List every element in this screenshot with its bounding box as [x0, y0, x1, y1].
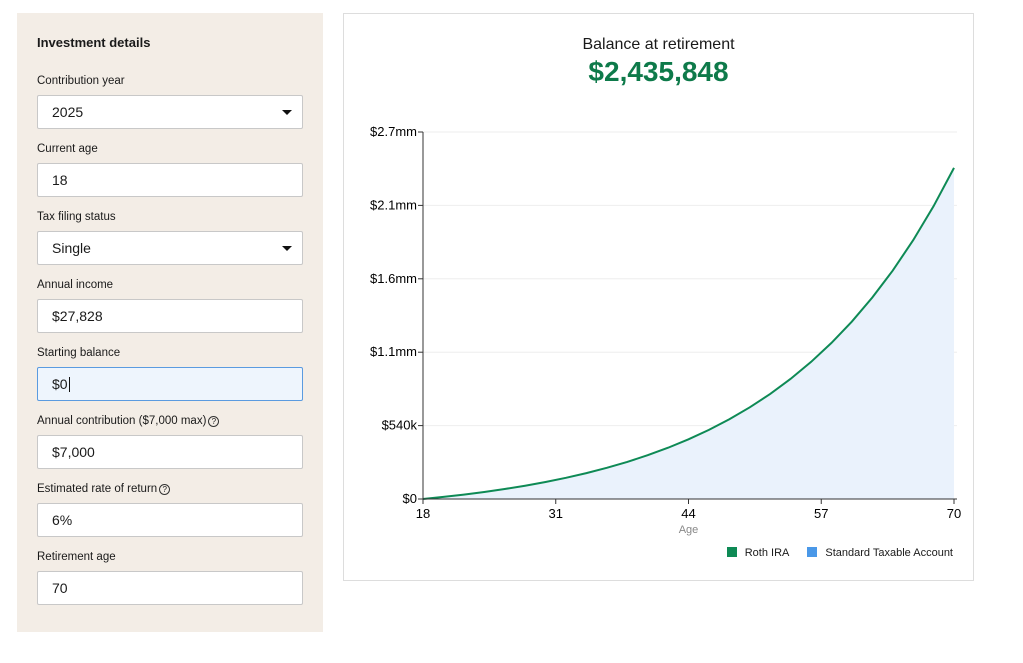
field-label: Estimated rate of return?: [37, 483, 303, 496]
panel-heading: Investment details: [37, 35, 151, 50]
chart-card: Balance at retirement $2,435,848 $0 $540k…: [343, 13, 974, 581]
text-input[interactable]: 6%: [37, 503, 303, 537]
field-label: Retirement age: [37, 551, 116, 563]
field-label: Annual contribution ($7,000 max)?: [37, 415, 303, 428]
help-icon[interactable]: ?: [159, 484, 171, 495]
y-tick-label: $2.1mm: [370, 197, 417, 212]
field-value: 2025: [52, 104, 84, 120]
x-tick-label: 57: [814, 506, 828, 521]
legend-roth-ira[interactable]: Roth IRA: [726, 547, 790, 559]
legend-swatch: [726, 547, 737, 557]
legend-label: Standard Taxable Account: [825, 547, 953, 559]
field-annual-income: Annual income $27,828: [37, 279, 303, 333]
balance-chart: $0 $540k $1.1mm $1.6mm $2.1mm $2.7mm 18 31 44 57 7…: [370, 124, 961, 536]
y-tick-label: $540k: [382, 418, 418, 433]
x-tick-label: 31: [549, 506, 563, 521]
field-label: Annual income: [37, 279, 114, 291]
x-tick-label: 44: [681, 506, 695, 521]
x-tick-label: 18: [416, 506, 430, 521]
field-label: Current age: [37, 143, 98, 155]
x-axis-label: Age: [679, 524, 699, 536]
field-retirement-age: Retirement age 70: [37, 551, 303, 605]
text-input[interactable]: 18: [37, 163, 303, 197]
text-input[interactable]: 70: [37, 571, 303, 605]
field-label: Tax filing status: [37, 211, 116, 223]
text-cursor: [68, 376, 70, 392]
field-tax-filing-status: Tax filing status Single: [37, 211, 303, 265]
roth-ira-line: [422, 167, 955, 500]
field-value: 70: [52, 580, 68, 596]
chevron-down-icon: [282, 246, 292, 251]
field-value: $27,828: [52, 308, 103, 324]
field-value: Single: [52, 240, 91, 256]
field-value: 18: [52, 172, 68, 188]
investment-details-panel: Investment details Contribution year 202…: [17, 13, 323, 632]
legend-taxable[interactable]: Standard Taxable Account: [807, 547, 953, 559]
field-value: $7,000: [52, 444, 95, 460]
field-annual-contribution-7-000-max: Annual contribution ($7,000 max)? $7,000: [37, 415, 303, 469]
field-starting-balance: Starting balance $0: [37, 347, 303, 401]
field-current-age: Current age 18: [37, 143, 303, 197]
field-value: 6%: [52, 512, 73, 528]
field-label: Contribution year: [37, 75, 125, 87]
area-fill: [423, 167, 954, 500]
select-dropdown[interactable]: 2025: [37, 95, 303, 129]
text-input[interactable]: $7,000: [37, 435, 303, 469]
select-dropdown[interactable]: Single: [37, 231, 303, 265]
legend-swatch: [807, 547, 818, 557]
field-estimated-rate-of-return: Estimated rate of return? 6%: [37, 483, 303, 537]
help-icon[interactable]: ?: [208, 416, 220, 427]
field-contribution-year: Contribution year 2025: [37, 75, 303, 129]
y-tick-label: $1.1mm: [370, 344, 417, 359]
y-tick-label: $0: [403, 491, 417, 506]
legend-label: Roth IRA: [744, 547, 790, 559]
text-input[interactable]: $27,828: [37, 299, 303, 333]
y-tick-label: $1.6mm: [370, 271, 417, 286]
y-tick-label: $2.7mm: [370, 124, 417, 139]
field-label: Starting balance: [37, 347, 121, 359]
text-input[interactable]: $0: [37, 367, 303, 401]
chart-legend: Roth IRA Standard Taxable Account: [726, 547, 953, 559]
balance-value: $2,435,848: [588, 56, 729, 87]
balance-title: Balance at retirement: [582, 36, 735, 53]
x-tick-label: 70: [947, 506, 961, 521]
field-value: $0: [52, 376, 68, 392]
chevron-down-icon: [282, 110, 292, 115]
